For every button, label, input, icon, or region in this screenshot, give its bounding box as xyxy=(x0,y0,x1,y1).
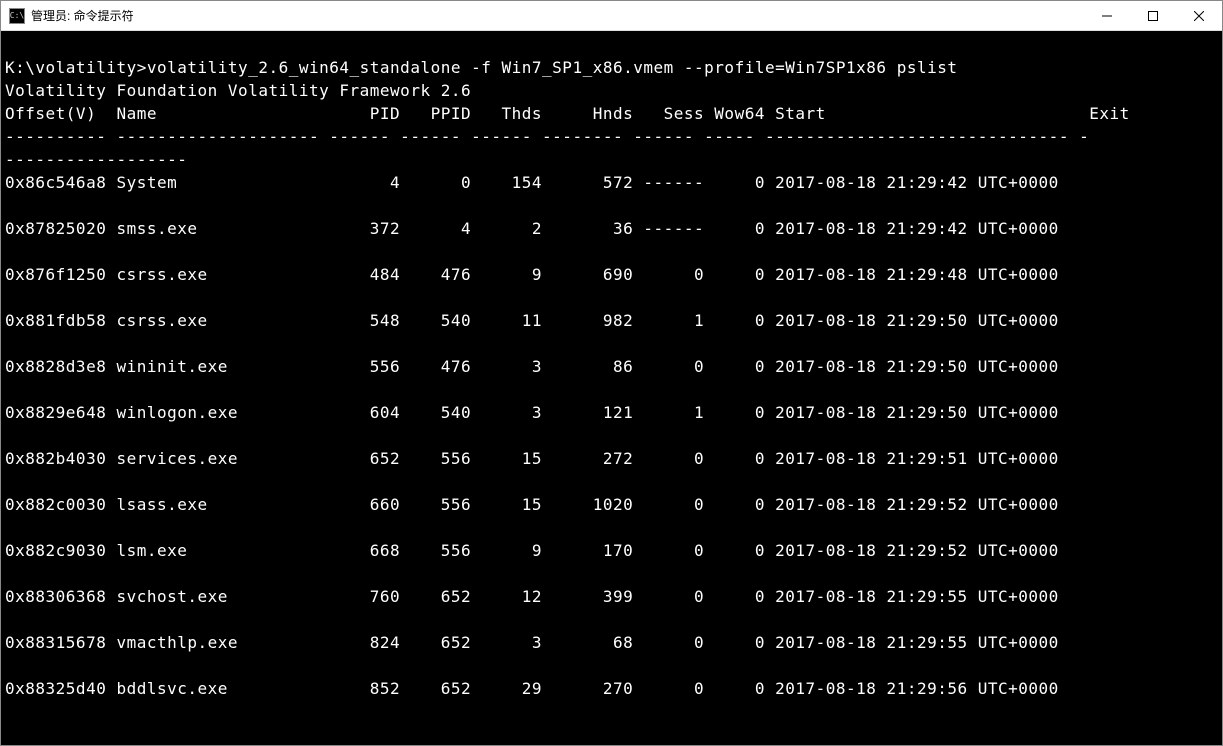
window-title: 管理员: 命令提示符 xyxy=(31,7,1084,24)
window-controls xyxy=(1084,1,1222,30)
cmd-window: C:\ 管理员: 命令提示符 K:\volatility>volatility_… xyxy=(0,0,1223,746)
terminal-output[interactable]: K:\volatility>volatility_2.6_win64_stand… xyxy=(1,31,1222,745)
close-button[interactable] xyxy=(1176,1,1222,30)
minimize-button[interactable] xyxy=(1084,1,1130,30)
maximize-button[interactable] xyxy=(1130,1,1176,30)
cmd-icon: C:\ xyxy=(9,8,25,24)
titlebar[interactable]: C:\ 管理员: 命令提示符 xyxy=(1,1,1222,31)
